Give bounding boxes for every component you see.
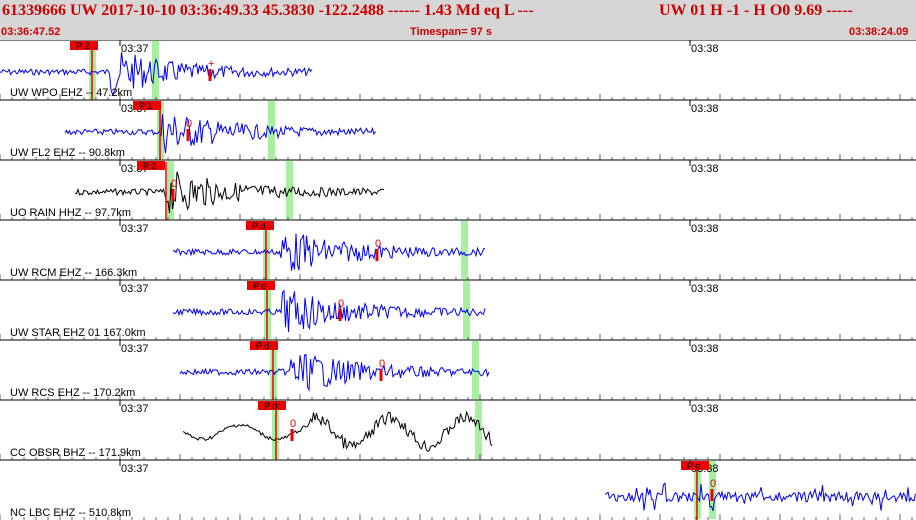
phase-pick-box[interactable] <box>258 401 286 410</box>
trace-panel[interactable]: 03:37 03:38 P d 0 UW STAR EHZ 01 167.0km <box>0 279 916 340</box>
phase-pick-box[interactable] <box>133 101 161 110</box>
tick-label-0338: 03:38 <box>691 103 719 115</box>
tick-label-0338: 03:38 <box>691 163 719 175</box>
phase-pick-label: P d <box>687 461 700 471</box>
waveform <box>0 51 313 96</box>
phase-pick-label: P 2 <box>143 161 156 171</box>
waveform <box>179 353 490 392</box>
window-marker <box>472 341 479 399</box>
amplitude-label: 0 <box>171 178 177 190</box>
tick-label-0337: 03:37 <box>121 343 149 355</box>
end-time: 03:38:24.09 <box>849 26 909 38</box>
trace-panel[interactable]: 03:37 03:38 P d 0 UW RCM EHZ -- 166.3km <box>0 219 916 280</box>
waveform <box>64 114 376 154</box>
channel-label: UO RAIN HHZ -- 97.7km <box>10 207 131 219</box>
tick-label-0338: 03:38 <box>691 223 719 235</box>
phase-pick-box[interactable] <box>246 221 274 230</box>
channel-label: UW FL2 EHZ -- 90.8km <box>10 147 125 159</box>
phase-pick-box[interactable] <box>250 341 278 350</box>
amplitude-label: 0 <box>375 238 381 250</box>
amplitude-label: 0 <box>379 358 385 370</box>
phase-pick-label: P 2 <box>76 41 89 51</box>
phase-pick-box[interactable] <box>681 461 709 470</box>
header-bar: 61339666 UW 2017-10-10 03:36:49.33 45.38… <box>0 0 916 40</box>
channel-label: UW RCS EHZ -- 170.2km <box>10 387 135 399</box>
channel-label: UW RCM EHZ -- 166.3km <box>10 267 137 279</box>
waveform <box>172 233 486 271</box>
window-marker <box>475 401 482 459</box>
tick-label-0337: 03:37 <box>121 283 149 295</box>
tick-label-0337: 03:37 <box>121 403 149 415</box>
trace-panel[interactable]: 03:37 03:38 P d 0 CC OBSR BHZ -- 171.9km <box>0 399 916 460</box>
phase-pick-box[interactable] <box>70 41 98 50</box>
amplitude-label: 0 <box>338 298 344 310</box>
trace-panel[interactable]: 03:37 03:38 P 2 + UW WPO EHZ -- 47.2km <box>0 40 916 100</box>
amplitude-label: 0 <box>290 418 296 430</box>
waveform <box>182 410 493 452</box>
tick-label-0337: 03:37 <box>121 43 149 55</box>
phase-pick-label: P d <box>264 401 277 411</box>
trace-panel[interactable]: 03:37 03:38 P d 0 UW RCS EHZ -- 170.2km <box>0 339 916 400</box>
amplitude-label: 0 <box>710 478 716 490</box>
amplitude-label: 0 <box>186 118 192 130</box>
station-summary: UW 01 H -1 - H O0 9.69 ----- <box>659 2 853 19</box>
phase-pick-label: P d <box>256 341 269 351</box>
window-marker <box>152 41 159 99</box>
phase-pick-label: P 1 <box>139 101 152 111</box>
waveform <box>604 482 916 512</box>
phase-pick-label: P d <box>252 221 265 231</box>
start-time: 03:36:47.52 <box>1 26 61 38</box>
tick-label-0337: 03:37 <box>121 223 149 235</box>
tick-label-0337: 03:37 <box>121 463 149 475</box>
channel-label: UW STAR EHZ 01 167.0km <box>10 327 146 339</box>
phase-pick-box[interactable] <box>247 281 275 290</box>
tick-label-0338: 03:38 <box>691 43 719 55</box>
waveform <box>74 171 385 214</box>
tick-label-0338: 03:38 <box>691 403 719 415</box>
channel-label: UW WPO EHZ -- 47.2km <box>10 87 132 99</box>
tick-label-0338: 03:38 <box>691 283 719 295</box>
timespan-label: Timespan= 97 s <box>410 26 493 38</box>
channel-label: CC OBSR BHZ -- 171.9km <box>10 447 141 459</box>
channel-label: NC LBC EHZ -- 510.8km <box>10 507 131 519</box>
phase-pick-box[interactable] <box>137 161 165 170</box>
event-line: 61339666 UW 2017-10-10 03:36:49.33 45.38… <box>2 2 534 19</box>
phase-pick-label: P d <box>253 281 266 291</box>
amplitude-label: + <box>208 58 214 70</box>
window-marker <box>461 221 468 279</box>
waveform <box>172 289 486 333</box>
tick-label-0338: 03:38 <box>691 343 719 355</box>
